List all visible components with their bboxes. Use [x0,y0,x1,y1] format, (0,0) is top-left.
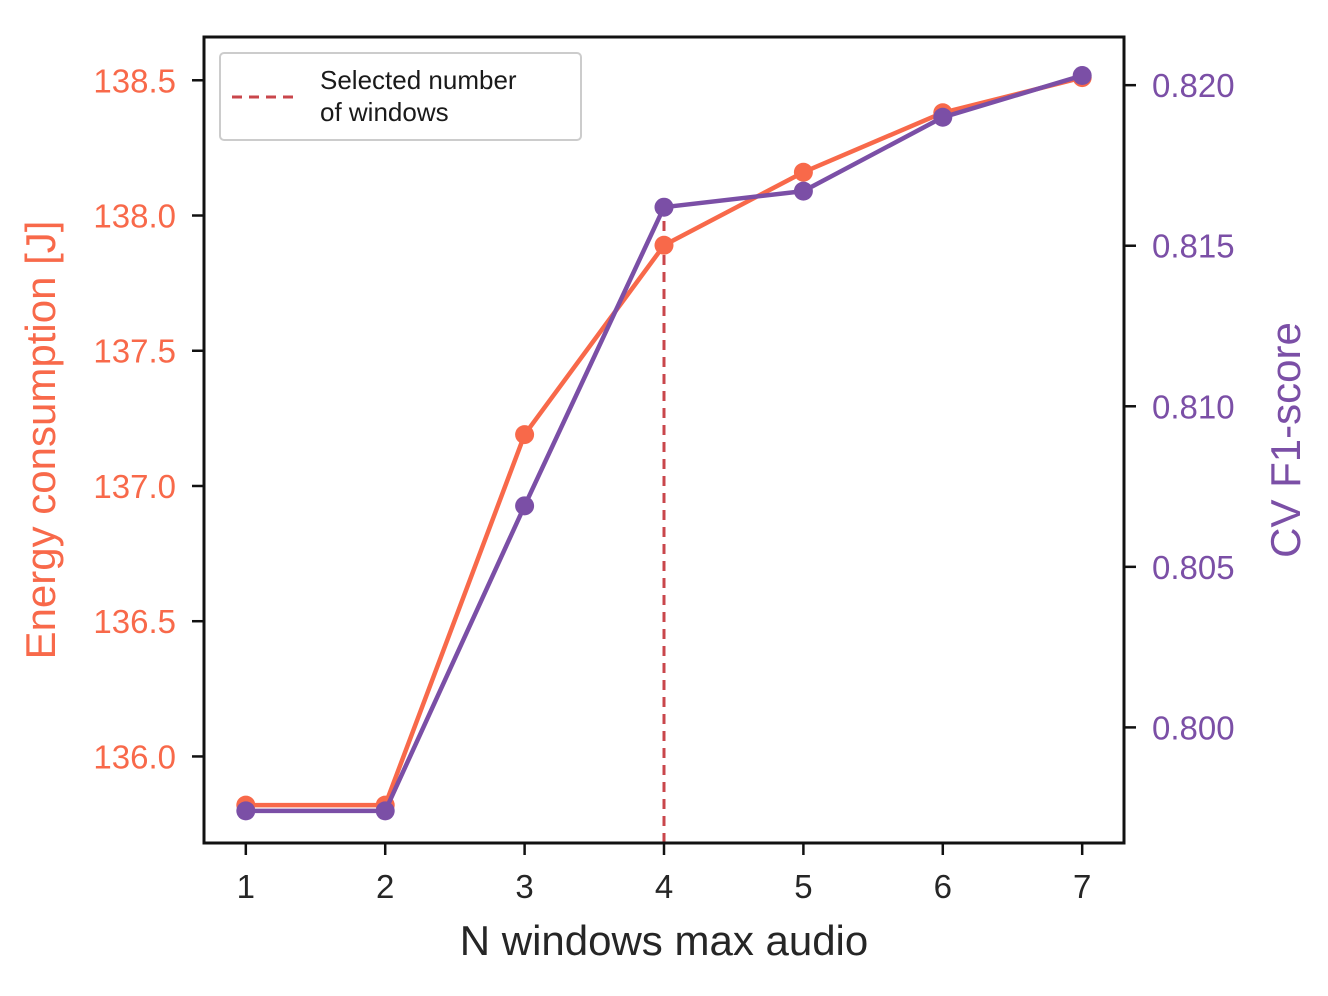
x-tick-label: 2 [376,868,394,905]
left-y-tick-label: 136.0 [93,738,176,775]
plot-marks [236,66,1092,843]
right-y-tick-label: 0.800 [1152,709,1235,746]
legend: Selected number of windows [219,52,582,141]
right-y-tick-label: 0.805 [1152,549,1235,586]
right-series-point [515,496,535,516]
left-y-tick-label: 137.5 [93,333,176,370]
right-series-point [654,197,674,217]
right-series-point [236,801,256,821]
x-tick-label: 3 [515,868,533,905]
legend-label-line-2: of windows [320,97,449,127]
left-y-axis-title: Energy consumption [J] [17,221,64,660]
left-series-point [654,235,674,255]
right-series-point [793,181,813,201]
plot-frame [202,35,1126,845]
right-y-axis-title: CV F1-score [1262,322,1309,558]
right-y-tick-label: 0.815 [1152,228,1235,265]
left-y-tick-label: 138.5 [93,62,176,99]
x-tick-label: 4 [655,868,673,905]
x-tick-label: 6 [934,868,952,905]
right-series-point [375,801,395,821]
left-y-tick-label: 137.0 [93,468,176,505]
x-tick-label: 5 [794,868,812,905]
axes: 1 2 3 4 5 6 7 136.0 136.5 137.0 137.5 138.0 138.5 0.8… [93,62,1234,905]
left-series-point [515,425,535,445]
x-axis-title: N windows max audio [460,917,869,964]
right-y-tick-label: 0.820 [1152,67,1235,104]
x-tick-label: 1 [237,868,255,905]
legend-label-line-1: Selected number [320,65,517,95]
right-series-point [933,107,953,127]
left-y-tick-label: 136.5 [93,603,176,640]
right-y-tick-label: 0.810 [1152,388,1235,425]
x-tick-label: 7 [1073,868,1091,905]
legend-box [219,52,582,141]
right-series-point [1072,66,1092,86]
left-series-point [793,162,813,182]
left-y-tick-label: 138.0 [93,198,176,235]
